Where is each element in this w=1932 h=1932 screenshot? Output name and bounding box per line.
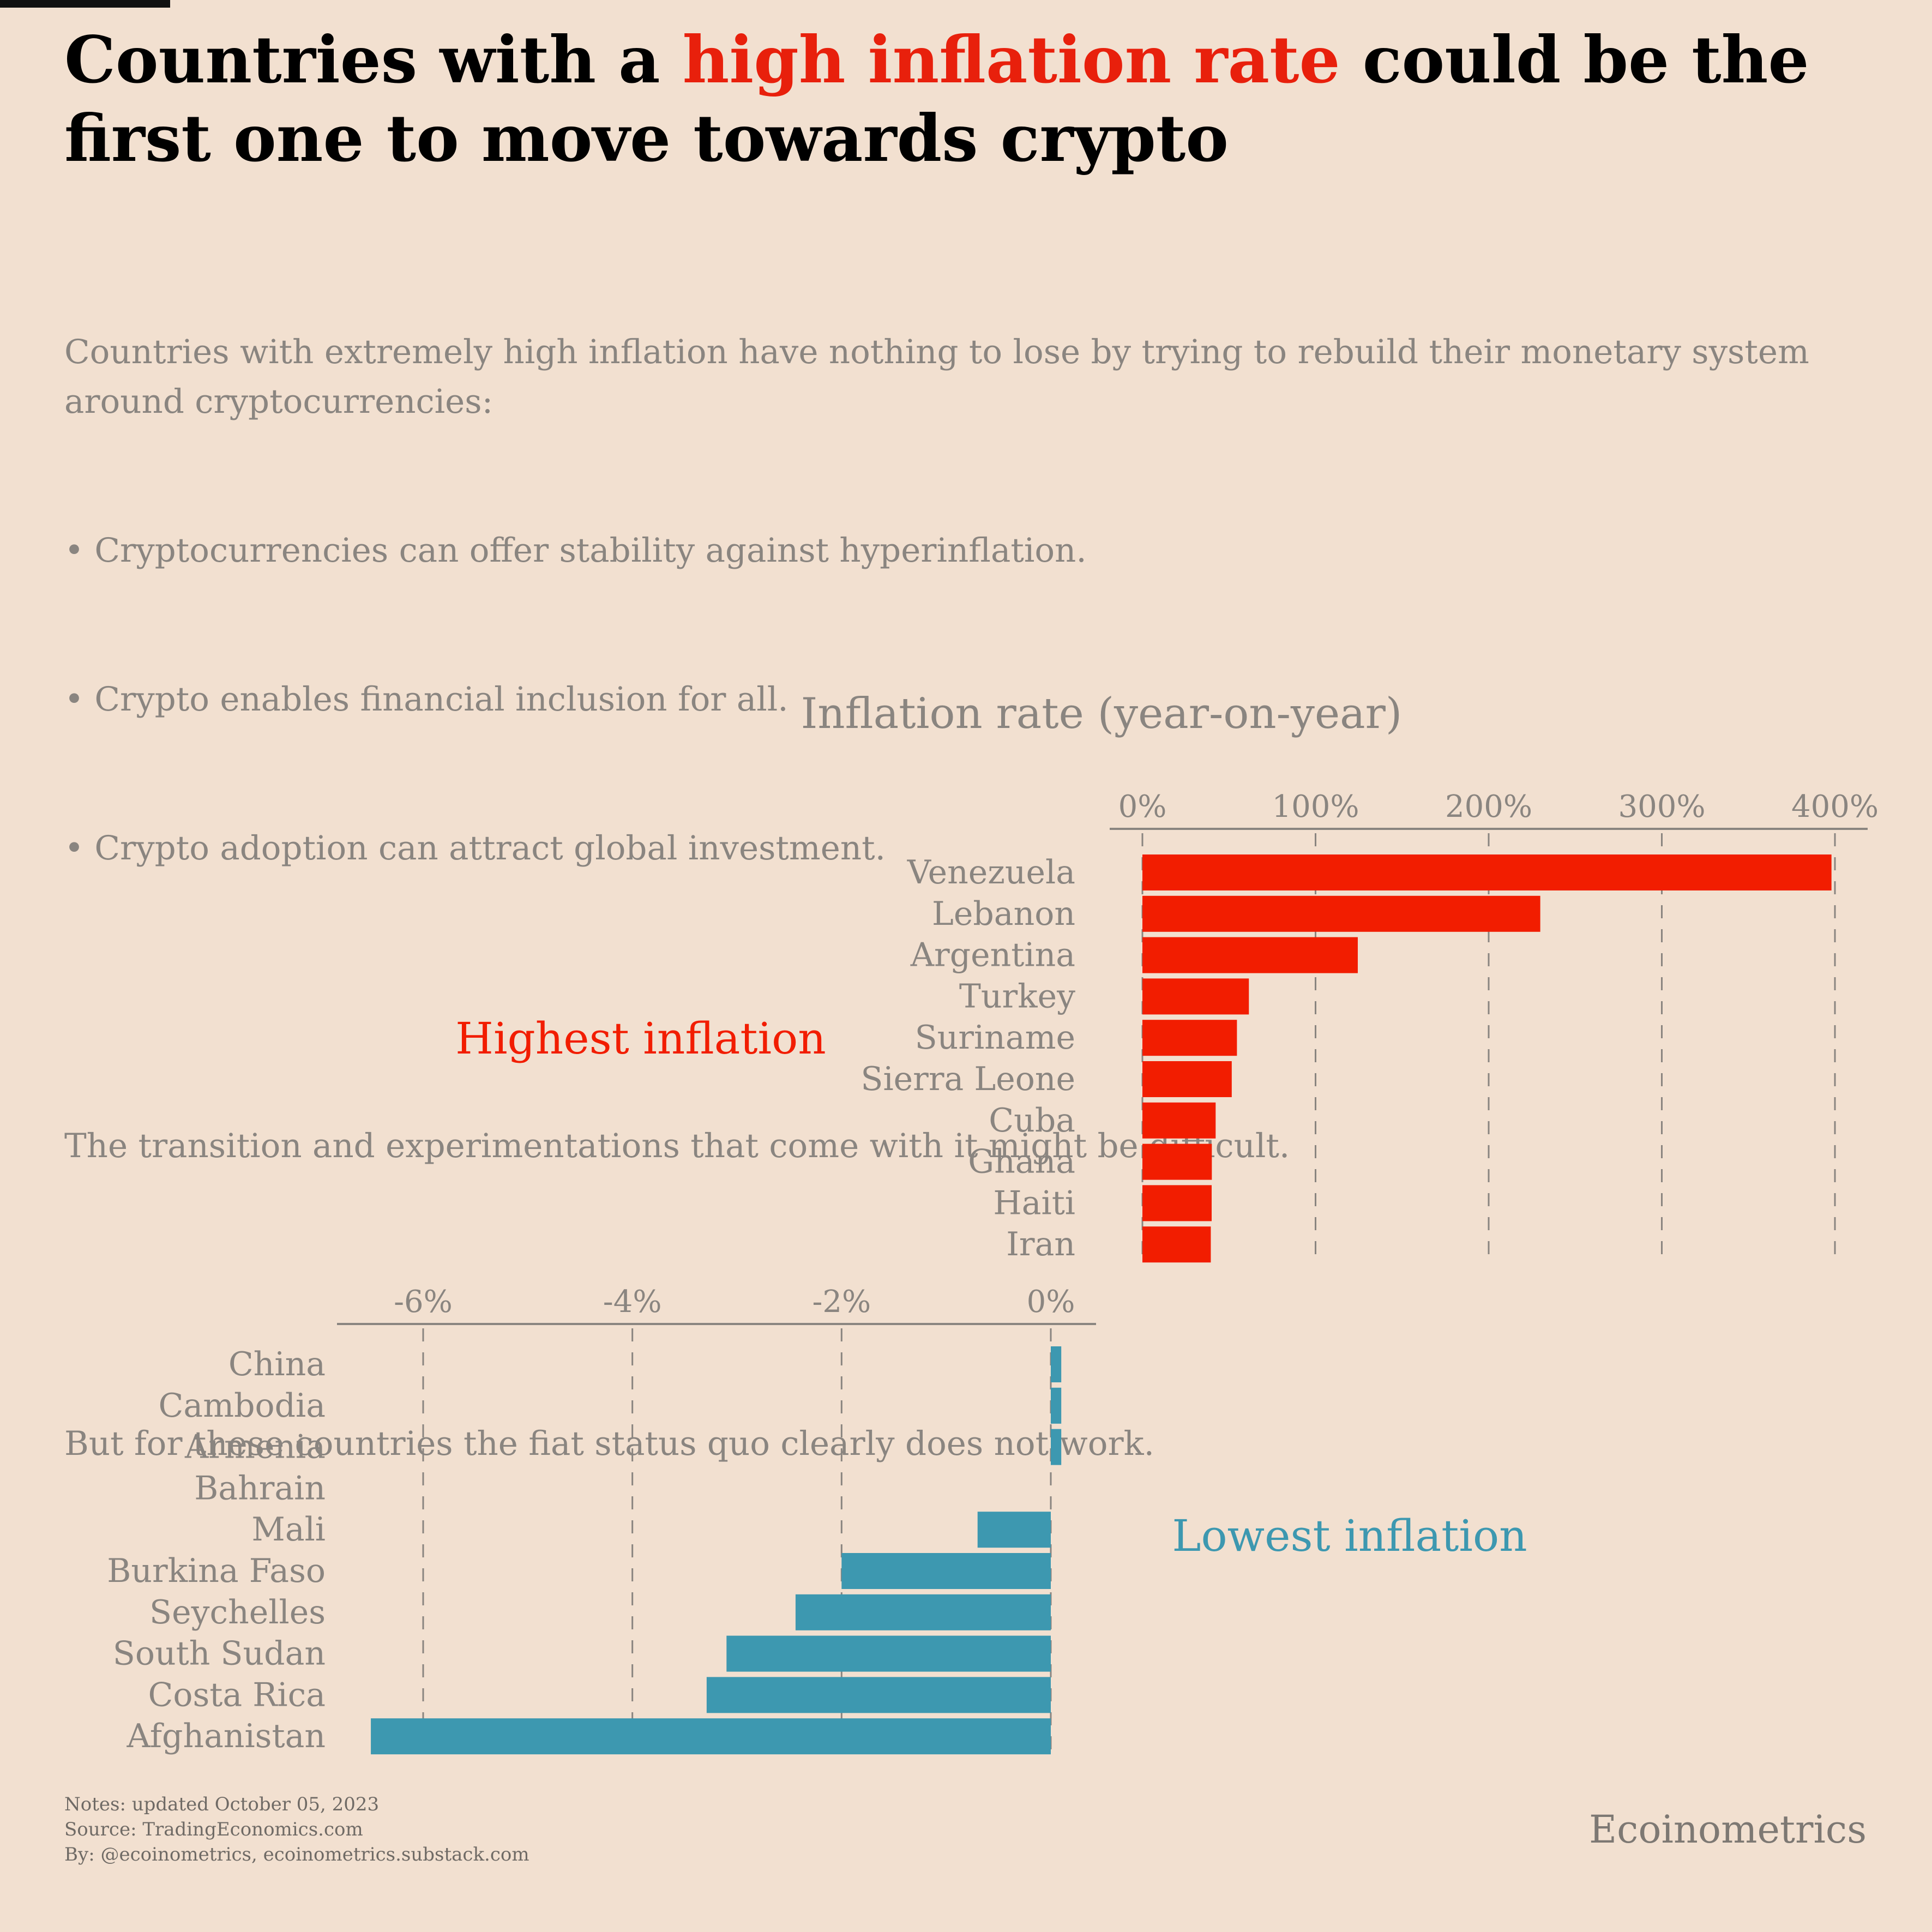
title-highlight: high inflation rate bbox=[682, 22, 1340, 98]
x-tick-label: 400% bbox=[1791, 789, 1879, 824]
category-label: Ghana bbox=[968, 1143, 1075, 1181]
subtitle: Countries with extremely high inflation … bbox=[64, 228, 1897, 1518]
subtitle-line: But for these countries the fiat status … bbox=[64, 1424, 1154, 1463]
footer-notes-line: Notes: updated October 05, 2023 bbox=[64, 1793, 380, 1815]
title-suffix: could be the first one to move towards c… bbox=[64, 22, 1809, 176]
category-label: Argentina bbox=[910, 936, 1075, 974]
category-label: Lebanon bbox=[932, 895, 1075, 933]
category-label: Suriname bbox=[915, 1019, 1075, 1057]
category-label: Afghanistan bbox=[127, 1717, 326, 1755]
bar bbox=[1142, 1102, 1216, 1139]
category-label: Venezuela bbox=[907, 853, 1075, 892]
bar bbox=[1051, 1346, 1062, 1382]
bar bbox=[795, 1594, 1051, 1630]
x-tick-label: 200% bbox=[1445, 789, 1532, 824]
bar bbox=[1142, 1143, 1212, 1180]
bar bbox=[371, 1718, 1051, 1755]
category-label: Bahrain bbox=[194, 1469, 326, 1507]
footer-notes: Notes: updated October 05, 2023 Source: … bbox=[64, 1792, 529, 1867]
x-tick-label: -2% bbox=[812, 1284, 871, 1320]
category-label: Cuba bbox=[989, 1102, 1075, 1140]
category-label: Costa Rica bbox=[148, 1676, 326, 1714]
bar bbox=[977, 1512, 1051, 1548]
x-tick-label: 100% bbox=[1272, 789, 1359, 824]
x-tick-label: 0% bbox=[1027, 1284, 1075, 1320]
bar bbox=[1142, 895, 1540, 932]
category-label: Mali bbox=[251, 1510, 326, 1549]
bar bbox=[1142, 1020, 1237, 1056]
footer-by-line: By: @ecoinometrics, ecoinometrics.substa… bbox=[64, 1844, 529, 1865]
x-tick-label: -6% bbox=[394, 1284, 453, 1320]
category-label: Turkey bbox=[959, 977, 1075, 1015]
bar bbox=[1142, 1226, 1211, 1263]
brand-logo-text: Ecoinometrics bbox=[1589, 1807, 1867, 1852]
category-label: South Sudan bbox=[113, 1635, 326, 1673]
bar bbox=[1142, 978, 1249, 1015]
group-label: Lowest inflation bbox=[1172, 1510, 1527, 1561]
category-label: Haiti bbox=[993, 1184, 1075, 1222]
bar bbox=[1142, 1185, 1212, 1221]
category-label: China bbox=[228, 1345, 326, 1383]
subtitle-line: • Crypto enables financial inclusion for… bbox=[64, 680, 789, 719]
x-tick-label: 0% bbox=[1118, 789, 1167, 824]
category-label: Iran bbox=[1006, 1225, 1075, 1263]
subtitle-line: • Crypto adoption can attract global inv… bbox=[64, 829, 886, 868]
bar bbox=[726, 1635, 1051, 1672]
category-label: Burkina Faso bbox=[107, 1552, 326, 1590]
bar bbox=[841, 1553, 1051, 1589]
category-label: Sierra Leone bbox=[860, 1060, 1075, 1098]
x-tick-label: 300% bbox=[1618, 789, 1705, 824]
bar bbox=[706, 1677, 1051, 1713]
page-title: Countries with a high inflation rate cou… bbox=[64, 21, 1886, 178]
bar bbox=[1142, 854, 1832, 890]
bar bbox=[1142, 937, 1358, 973]
chart-title: Inflation rate (year-on-year) bbox=[801, 689, 1403, 738]
bar bbox=[1051, 1429, 1062, 1465]
subtitle-line: Countries with extremely high inflation … bbox=[64, 333, 1820, 421]
group-label: Highest inflation bbox=[455, 1013, 826, 1064]
x-tick-label: -4% bbox=[603, 1284, 662, 1320]
bar bbox=[1142, 1061, 1232, 1097]
category-label: Seychelles bbox=[149, 1593, 326, 1632]
bar bbox=[1051, 1387, 1062, 1424]
category-label: Cambodia bbox=[159, 1387, 326, 1425]
top-accent-bar bbox=[0, 0, 170, 8]
subtitle-line: • Cryptocurrencies can offer stability a… bbox=[64, 531, 1087, 570]
footer-source-line: Source: TradingEconomics.com bbox=[64, 1819, 363, 1840]
title-prefix: Countries with a bbox=[64, 22, 683, 98]
category-label: Armenia bbox=[184, 1428, 326, 1466]
